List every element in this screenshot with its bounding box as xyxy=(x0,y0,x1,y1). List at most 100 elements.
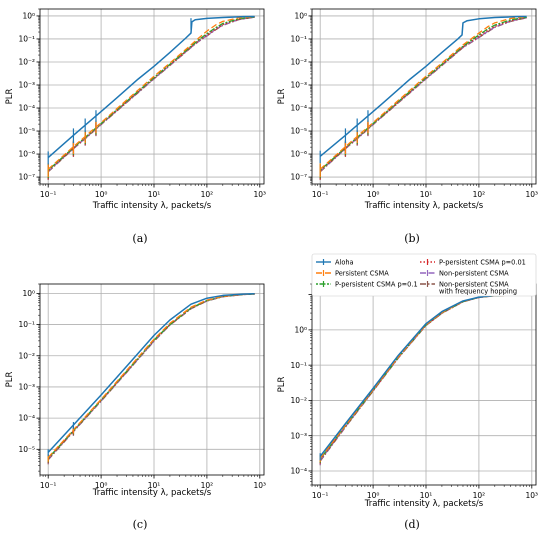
y-tick-label: 10⁻⁶ xyxy=(18,150,35,159)
legend-label: Persistent CSMA xyxy=(335,269,389,277)
y-tick-label: 10⁻⁴ xyxy=(290,467,307,476)
legend-entry: Non-persistent CSMA xyxy=(420,269,509,277)
series-line-2 xyxy=(47,16,255,171)
series-line-0 xyxy=(47,15,255,159)
x-tick-label: 10² xyxy=(201,190,214,199)
chart-panel-a: 10⁻¹ 10⁰ 10¹ 10² 10³ 10⁻⁷ 10⁻⁶ 10⁻⁵ 10⁻⁴ 10⁻³ 10⁻²… xyxy=(5,8,267,245)
y-tick-label: 10⁻⁶ xyxy=(290,150,307,159)
x-tick-label: 10⁻¹ xyxy=(40,481,57,490)
x-axis-label: Traffic intensity λ, packets/s xyxy=(92,201,212,211)
series-line-1 xyxy=(319,16,527,170)
x-tick-label: 10² xyxy=(473,190,486,199)
series-line-4 xyxy=(47,16,255,172)
y-tick-label: 10⁻¹ xyxy=(290,35,307,44)
y-tick-label: 10⁰ xyxy=(294,12,307,21)
series-line-0 xyxy=(319,15,527,157)
x-tick-label: 10¹ xyxy=(420,491,433,500)
x-tick-label: 10⁻¹ xyxy=(312,190,329,199)
y-tick-label: 10⁻⁵ xyxy=(290,127,307,136)
plot-frame xyxy=(311,8,537,185)
series-line-2 xyxy=(47,293,255,459)
x-tick-label: 10² xyxy=(201,481,214,490)
y-tick-label: 10⁻⁴ xyxy=(18,414,35,423)
panel-caption: (a) xyxy=(132,232,147,245)
panel-caption: (c) xyxy=(133,518,148,531)
y-tick-label: 10⁻³ xyxy=(18,383,35,392)
series-group xyxy=(319,15,527,180)
series-line-4 xyxy=(47,293,255,460)
y-tick-label: 10⁻³ xyxy=(290,431,307,440)
chart-panel-c: 10⁻¹ 10⁰ 10¹ 10² 10³10⁻⁵10⁻⁴10⁻³10⁻²10⁻¹10⁰T… xyxy=(5,283,267,531)
series-line-1 xyxy=(47,16,255,170)
series-line-0 xyxy=(47,293,255,453)
y-tick-label: 10⁻² xyxy=(290,58,307,67)
y-tick-label: 10⁻³ xyxy=(290,81,307,90)
legend-entry: Persistent CSMA xyxy=(316,269,389,277)
x-tick-label: 10³ xyxy=(254,190,267,199)
x-tick-label: 10¹ xyxy=(148,481,161,490)
x-tick-label: 10⁰ xyxy=(95,481,108,490)
y-tick-label: 10⁻¹ xyxy=(18,320,35,329)
series-line-0 xyxy=(319,294,527,457)
y-tick-label: 10⁻⁷ xyxy=(18,173,35,182)
x-tick-label: 10¹ xyxy=(148,190,161,199)
y-tick-label: 10⁰ xyxy=(22,289,35,298)
legend-entry: Aloha xyxy=(316,258,354,266)
x-tick-label: 10³ xyxy=(526,491,539,500)
y-tick-label: 10⁻⁴ xyxy=(290,104,307,113)
x-tick-label: 10³ xyxy=(254,481,267,490)
series-line-2 xyxy=(319,294,527,460)
y-axis-label: PLR xyxy=(5,89,15,105)
x-tick-label: 10¹ xyxy=(420,190,433,199)
y-tick-label: 10⁻³ xyxy=(18,81,35,90)
series-line-5 xyxy=(319,17,527,173)
legend-entry: P-persistent CSMA p=0.1 xyxy=(316,280,418,288)
series-line-3 xyxy=(47,293,255,460)
series-line-1 xyxy=(319,294,527,459)
legend-label: P-persistent CSMA p=0.01 xyxy=(439,258,526,266)
x-tick-label: 10⁻¹ xyxy=(312,491,329,500)
panel-caption: (d) xyxy=(404,518,420,531)
series-line-2 xyxy=(319,16,527,171)
y-tick-label: 10⁻⁵ xyxy=(18,445,35,454)
x-tick-label: 10³ xyxy=(526,190,539,199)
chart-panel-b: 10⁻¹ 10⁰ 10¹ 10² 10³ 10⁻⁷ 10⁻⁶ 10⁻⁵ 10⁻⁴ 10⁻³ 10⁻²… xyxy=(277,8,539,245)
y-tick-label: 10⁻⁴ xyxy=(18,104,35,113)
y-tick-label: 10⁰ xyxy=(294,325,307,334)
x-tick-label: 10⁰ xyxy=(367,190,380,199)
x-tick-label: 10⁰ xyxy=(95,190,108,199)
x-tick-label: 10⁻¹ xyxy=(40,190,57,199)
series-line-5 xyxy=(47,16,255,173)
x-axis-label: Traffic intensity λ, packets/s xyxy=(364,201,484,211)
plot-frame xyxy=(39,283,265,476)
chart-panel-d: 10⁻¹ 10⁰ 10¹ 10² 10³10⁻⁴10⁻³10⁻²10⁻¹10⁰Traff… xyxy=(277,283,539,531)
series-group xyxy=(47,293,255,465)
y-axis-label: PLR xyxy=(277,89,287,105)
y-tick-label: 10⁻² xyxy=(18,351,35,360)
legend-label: Non-persistent CSMA xyxy=(439,280,509,288)
x-axis-label: Traffic intensity λ, packets/s xyxy=(92,488,212,498)
series-line-1 xyxy=(47,293,255,458)
series-group xyxy=(319,294,527,466)
plot-frame xyxy=(311,283,537,486)
series-group xyxy=(47,15,255,180)
series-line-5 xyxy=(319,294,527,462)
plot-frame xyxy=(39,8,265,185)
series-line-5 xyxy=(47,293,255,461)
y-axis-label: PLR xyxy=(277,377,287,393)
legend: Aloha Persistent CSMA P-persistent CSMA p=… xyxy=(311,253,537,297)
series-line-3 xyxy=(319,294,527,460)
legend-box xyxy=(311,253,537,297)
y-tick-label: 10⁻⁵ xyxy=(18,127,35,136)
panel-caption: (b) xyxy=(404,232,420,245)
y-tick-label: 10⁻¹ xyxy=(290,361,307,370)
legend-label: P-persistent CSMA p=0.1 xyxy=(335,280,418,288)
x-axis-label: Traffic intensity λ, packets/s xyxy=(364,499,484,509)
series-line-4 xyxy=(319,17,527,172)
x-tick-label: 10⁰ xyxy=(367,491,380,500)
series-line-3 xyxy=(319,16,527,172)
y-tick-label: 10⁰ xyxy=(22,12,35,21)
y-tick-label: 10⁻² xyxy=(290,396,307,405)
